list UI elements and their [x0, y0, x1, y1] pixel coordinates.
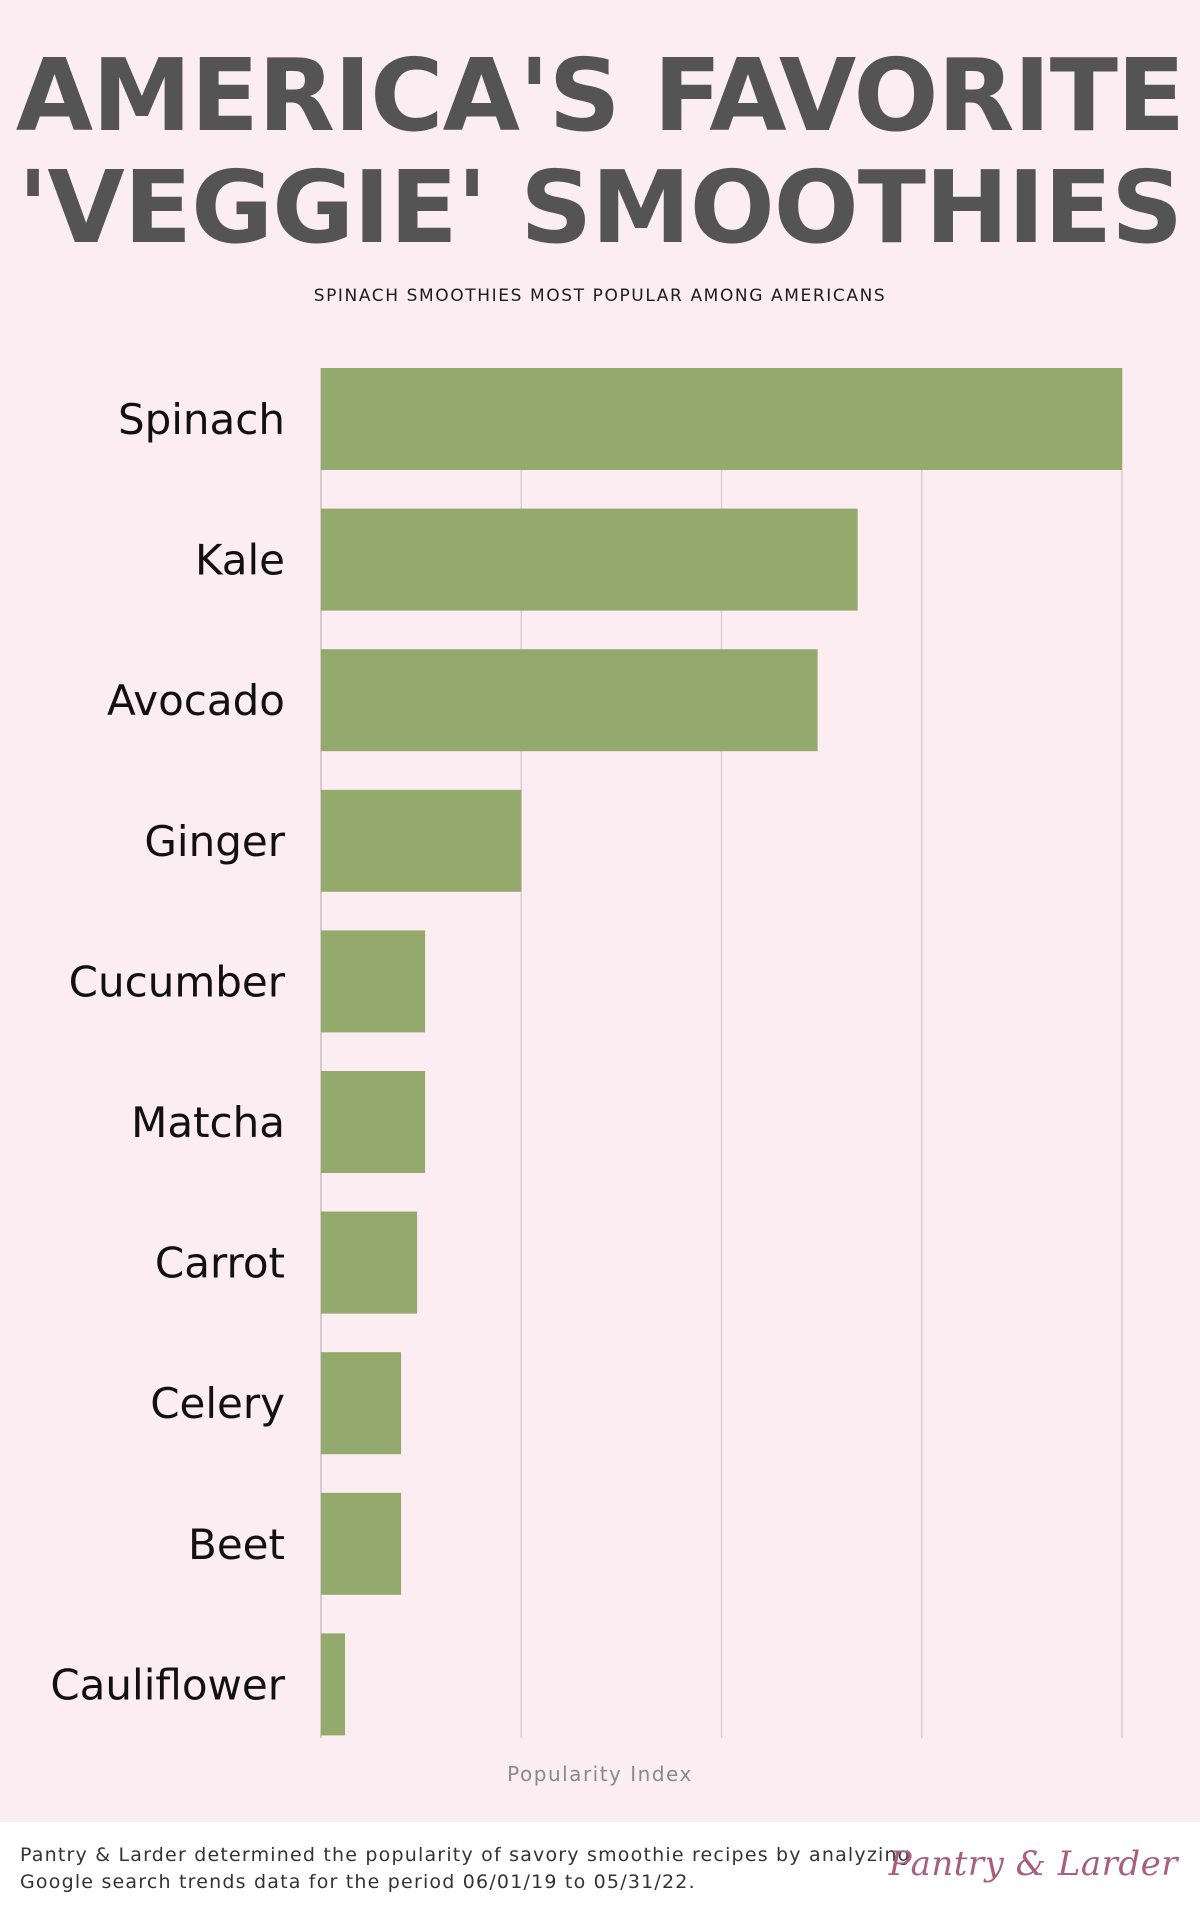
bar-beet	[321, 1492, 402, 1595]
category-labels: Spinach Kale Avocado Ginger Cucumber Matcha Ca…	[50, 395, 285, 1709]
bar-matcha	[321, 1071, 426, 1173]
category-label-carrot: Carrot	[155, 1239, 285, 1288]
bar-ginger	[321, 789, 522, 892]
bar-spinach	[321, 368, 1122, 470]
bars	[321, 368, 1122, 1736]
chart-title: AMERICA'S FAVORITE 'VEGGIE' SMOOTHIES	[0, 40, 1200, 264]
category-label-cauliflower: Cauliflower	[50, 1660, 285, 1709]
bar-chart: Spinach Kale Avocado Ginger Cucumber Matcha Ca…	[50, 368, 1123, 1738]
category-label-beet: Beet	[188, 1520, 285, 1569]
bar-avocado	[321, 649, 818, 752]
bar-cucumber	[321, 930, 426, 1033]
category-label-kale: Kale	[195, 536, 285, 585]
bar-celery	[321, 1352, 402, 1455]
bar-cauliflower	[321, 1633, 346, 1736]
bar-carrot	[321, 1211, 418, 1314]
title-line-2: 'VEGGIE' SMOOTHIES	[17, 149, 1183, 266]
category-label-matcha: Matcha	[131, 1098, 285, 1147]
brand-logo: Pantry & Larder	[888, 1844, 1178, 1884]
category-label-spinach: Spinach	[118, 395, 285, 444]
bar-kale	[321, 508, 858, 611]
x-axis-title: Popularity Index	[507, 1762, 693, 1786]
category-label-ginger: Ginger	[144, 817, 285, 866]
category-label-avocado: Avocado	[107, 676, 285, 725]
title-line-1: AMERICA'S FAVORITE	[15, 37, 1185, 154]
category-label-celery: Celery	[150, 1379, 285, 1428]
chart-subtitle: SPINACH SMOOTHIES MOST POPULAR AMONG AME…	[313, 286, 887, 306]
methodology-note: Pantry & Larder determined the popularit…	[20, 1844, 911, 1893]
footer: Pantry & Larder determined the popularit…	[0, 1822, 1200, 1915]
category-label-cucumber: Cucumber	[69, 957, 286, 1006]
